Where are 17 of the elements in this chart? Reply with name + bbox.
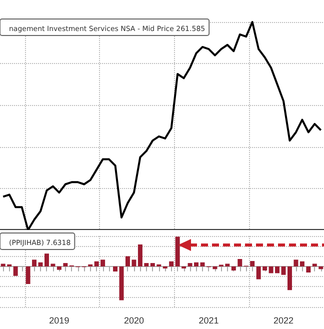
bar (175, 236, 180, 266)
bar (238, 258, 242, 266)
bar (294, 260, 298, 266)
x-tick-label: 2021 (198, 316, 219, 326)
x-tick-label: 2019 (49, 316, 70, 326)
bar (287, 266, 292, 290)
x-tick-label: 2022 (273, 316, 294, 326)
bar (32, 260, 37, 266)
bar (13, 266, 18, 276)
bar (26, 266, 30, 284)
bar (63, 263, 68, 266)
bar (312, 264, 317, 266)
bar (300, 261, 304, 266)
bar (169, 261, 174, 266)
x-tick-label: 2020 (124, 316, 144, 326)
bar (318, 266, 324, 270)
bar (56, 266, 62, 270)
